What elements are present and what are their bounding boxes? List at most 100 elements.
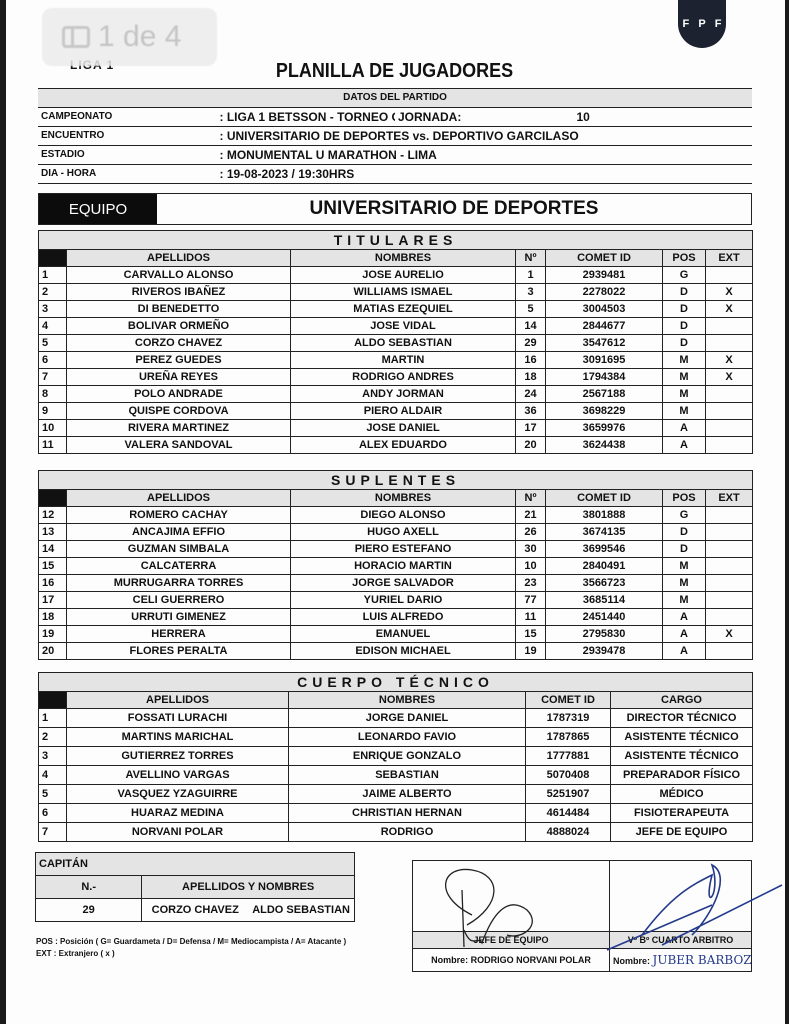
column-header: POS (662, 489, 706, 507)
cell (704, 334, 754, 352)
signature-jefe (412, 860, 610, 932)
cell: LEONARDO FAVIO (288, 727, 526, 747)
captain-surname: CORZO CHAVEZ (141, 898, 249, 922)
player-row: 2 RIVEROS IBAÑEZ WILLIAMS ISMAEL 3 2278022 D X (38, 283, 754, 301)
cell: 3801888 (545, 506, 663, 524)
estadio-value: : MONUMENTAL U MARATHON - LIMA (216, 145, 752, 165)
staff-row: 6 HUARAZ MEDINA CHRISTIAN HERNAN 4614484 FIS… (38, 803, 754, 823)
cell: DIRECTOR TÉCNICO (609, 708, 754, 728)
cell: 5070408 (525, 765, 611, 785)
cell: DIEGO ALONSO (290, 506, 516, 524)
cell: 3547612 (545, 334, 663, 352)
staff-row: 3 GUTIERREZ TORRES ENRIQUE GONZALO 1777881 A… (38, 746, 754, 766)
cell: 6 (38, 803, 67, 823)
player-row: 12 ROMERO CACHAY DIEGO ALONSO 21 3801888 G (38, 506, 754, 524)
cell: FOSSATI LURACHI (66, 708, 289, 728)
cell: MARTINS MARICHAL (66, 727, 289, 747)
cell: 5 (38, 334, 67, 352)
cell: D (662, 300, 706, 318)
cell: BOLIVAR ORMEÑO (66, 317, 291, 335)
cell: 17 (38, 591, 67, 609)
cell: 2451440 (545, 608, 663, 626)
section-title: SUPLENTES (37, 470, 754, 490)
cell: NORVANI POLAR (66, 822, 289, 842)
cell: SEBASTIAN (288, 765, 526, 785)
cell: 4888024 (525, 822, 611, 842)
player-row: 19 HERRERA EMANUEL 15 2795830 A X (38, 625, 754, 643)
cell: 3685114 (545, 591, 663, 609)
section-title: TITULARES (37, 230, 754, 250)
cell: JOSE AURELIO (290, 266, 516, 284)
cell: EDISON MICHAEL (290, 642, 516, 660)
cell: RODRIGO ANDRES (290, 368, 516, 386)
cell: A (662, 436, 706, 454)
cell (704, 642, 754, 660)
cell: 19 (515, 642, 546, 660)
cell: G (662, 266, 706, 284)
cell: 19 (38, 625, 67, 643)
cell: CALCATERRA (66, 557, 291, 575)
captain-number: 29 (34, 898, 143, 922)
cell: 3566723 (545, 574, 663, 592)
cell: JOSE VIDAL (290, 317, 516, 335)
cell (704, 385, 754, 403)
cell: 3699546 (545, 540, 663, 558)
player-row: 4 BOLIVAR ORMEÑO JOSE VIDAL 14 2844677 D (38, 317, 754, 335)
cell: 7 (38, 822, 67, 842)
cell: UREÑA REYES (66, 368, 291, 386)
cell: RODRIGO (288, 822, 526, 842)
cell: M (662, 591, 706, 609)
cell: GUZMAN SIMBALA (66, 540, 291, 558)
cell: MATIAS EZEQUIEL (290, 300, 516, 318)
cell: 12 (38, 506, 67, 524)
cell: MÉDICO (609, 784, 754, 804)
cell: 1787865 (525, 727, 611, 747)
cell: 3004503 (545, 300, 663, 318)
cell: 2 (38, 727, 67, 747)
player-row: 11 VALERA SANDOVAL ALEX EDUARDO 20 3624438 A (38, 436, 754, 454)
cell: 18 (38, 608, 67, 626)
cell: 16 (38, 574, 67, 592)
cell: GUTIERREZ TORRES (66, 746, 289, 766)
cell: A (662, 419, 706, 437)
staff-row: 4 AVELLINO VARGAS SEBASTIAN 5070408 PREPARAD… (38, 765, 754, 785)
cell: WILLIAMS ISMAEL (290, 283, 516, 301)
referee-handwritten-name: JUBER BARBOZA (652, 952, 752, 967)
staff-row: 1 FOSSATI LURACHI JORGE DANIEL 1787319 DIREC… (38, 708, 754, 728)
cell: HUARAZ MEDINA (66, 803, 289, 823)
cell: AVELLINO VARGAS (66, 765, 289, 785)
sidebar-icon[interactable] (62, 26, 90, 48)
cell: 2795830 (545, 625, 663, 643)
player-row: 5 CORZO CHAVEZ ALDO SEBASTIAN 29 3547612 D (38, 334, 754, 352)
cell: VALERA SANDOVAL (66, 436, 291, 454)
cell: 6 (38, 351, 67, 369)
cell: JEFE DE EQUIPO (609, 822, 754, 842)
cell: JORGE DANIEL (288, 708, 526, 728)
cell (704, 419, 754, 437)
cell: 4 (38, 765, 67, 785)
cell: M (662, 351, 706, 369)
column-header: COMET ID (525, 691, 611, 709)
cell: 30 (515, 540, 546, 558)
cell: LUIS ALFREDO (290, 608, 516, 626)
team-row: EQUIPO UNIVERSITARIO DE DEPORTES (38, 193, 752, 225)
section-title: CUERPO TÉCNICO (37, 672, 754, 692)
cell: URRUTI GIMENEZ (66, 608, 291, 626)
player-row: 16 MURRUGARRA TORRES JORGE SALVADOR 23 35667… (38, 574, 754, 592)
cell: QUISPE CORDOVA (66, 402, 291, 420)
column-header: Nº (515, 489, 546, 507)
campeonato-value: : LIGA 1 BETSSON - TORNEO CLAUSURA (216, 107, 395, 127)
column-header: COMET ID (545, 249, 663, 267)
cell: 2278022 (545, 283, 663, 301)
cell: PIERO ESTEFANO (290, 540, 516, 558)
cell: 3624438 (545, 436, 663, 454)
cell: 2844677 (545, 317, 663, 335)
column-header: NOMBRES (290, 489, 516, 507)
cell: 3698229 (545, 402, 663, 420)
handwritten-signatures (444, 863, 783, 951)
suplentes-table: SUPLENTES APELLIDOS NOMBRES Nº COMET ID POS EX… (37, 470, 754, 660)
page-indicator[interactable]: 1 de 4 (42, 8, 217, 66)
cell: D (662, 523, 706, 541)
column-header: APELLIDOS (66, 249, 291, 267)
